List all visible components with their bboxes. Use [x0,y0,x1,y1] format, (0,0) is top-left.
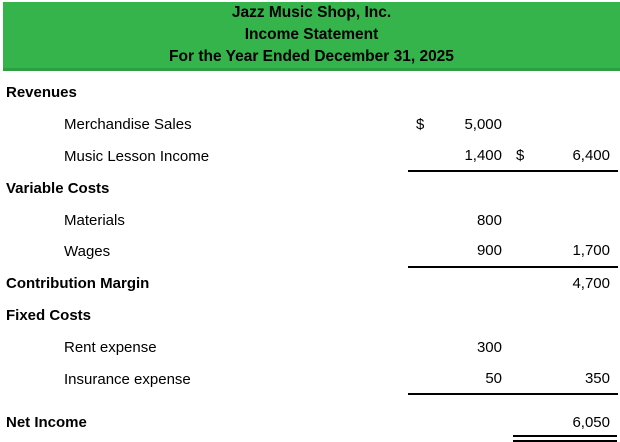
amount-cell-col2: 4,700 [508,275,618,292]
amount-value: 4,700 [572,275,610,293]
row-wages: Wages 900 1,700 [0,236,620,268]
row-insurance-expense: Insurance expense 50 350 [0,363,620,395]
amount-value: 5,000 [464,116,502,134]
amount-value: 1,700 [572,242,610,260]
amount-cell-col2: 350 [508,370,618,387]
amount-value: 900 [476,242,502,260]
row-label: Revenues [6,84,77,102]
row-materials: Materials 800 [0,204,620,236]
statement-body: Revenues Merchandise Sales $5,000 Music … [0,77,620,442]
amount-value: 800 [476,211,502,229]
amount-cells: $5,000 [408,109,618,141]
amount-value: 1,400 [464,146,502,164]
row-label: Net Income [6,414,87,432]
amount-cell-col1: 50 [408,370,508,387]
amount-cells: 6,050 [408,407,618,439]
amount-cells: 4,700 [408,268,618,300]
row-label: Rent expense [64,338,157,356]
row-label: Wages [64,243,111,261]
amount-cells [408,172,618,204]
dollar-sign: $ [516,146,525,164]
amount-value: 6,050 [572,414,610,432]
amount-cells: 900 1,700 [408,236,618,268]
amount-cells: 800 [408,204,618,236]
amount-value: 50 [485,369,502,387]
row-fixed-costs: Fixed Costs [0,300,620,332]
row-label: Variable Costs [6,179,110,197]
row-music-lesson-income: Music Lesson Income 1,400 $6,400 [0,141,620,173]
row-rent-expense: Rent expense 300 [0,331,620,363]
row-revenues: Revenues [0,77,620,109]
amount-cells: 50 350 [408,363,618,395]
statement-title: Income Statement [244,26,379,43]
dollar-sign: $ [416,116,425,134]
row-spacer [0,395,620,407]
row-label: Merchandise Sales [64,116,192,134]
amount-cell-col1: 900 [408,242,508,259]
amount-cell-col1: $5,000 [408,116,508,133]
row-merchandise-sales: Merchandise Sales $5,000 [0,109,620,141]
row-label: Insurance expense [64,370,191,388]
row-net-income: Net Income 6,050 [0,407,620,442]
amount-cell-col2: $6,400 [508,147,618,164]
amount-cells [408,77,618,109]
row-label: Music Lesson Income [64,147,210,165]
row-label: Fixed Costs [6,306,92,324]
amount-cells [408,300,618,332]
row-label: Contribution Margin [6,275,150,293]
amount-cell-col1: 300 [408,339,508,356]
amount-value: 6,400 [572,146,610,164]
amount-cells: 300 [408,331,618,363]
amount-value: 300 [476,338,502,356]
row-variable-costs: Variable Costs [0,172,620,204]
row-label: Materials [64,211,125,229]
statement-header: Jazz Music Shop, Inc. Income Statement F… [3,2,620,71]
amount-cell-col2: 1,700 [508,242,618,259]
company-name: Jazz Music Shop, Inc. [231,4,392,21]
amount-cell-col1: 1,400 [408,147,508,164]
statement-period: For the Year Ended December 31, 2025 [169,48,454,65]
row-contribution-margin: Contribution Margin 4,700 [0,268,620,300]
amount-cells: 1,400 $6,400 [408,141,618,173]
amount-cell-col1: 800 [408,212,508,229]
amount-cell-col2: 6,050 [508,414,618,431]
amount-value: 350 [584,369,610,387]
